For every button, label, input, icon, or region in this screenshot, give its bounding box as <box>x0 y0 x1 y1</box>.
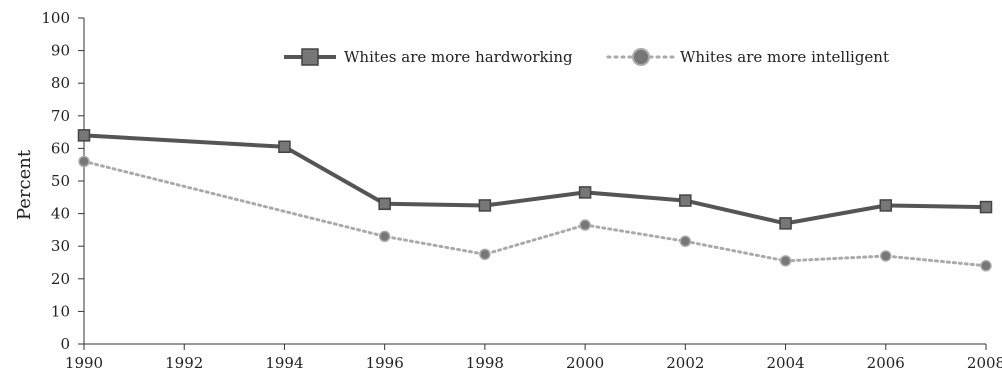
data-point <box>278 140 291 154</box>
legend-entry: Whites are more hardworking <box>284 48 573 66</box>
series-line <box>83 133 987 226</box>
y-tick-label: 70 <box>51 107 70 125</box>
x-tick-label: 1996 <box>366 354 404 372</box>
y-tick-label: 100 <box>41 9 70 27</box>
data-point <box>980 260 992 272</box>
x-tick-label: 1992 <box>165 354 203 372</box>
series-group <box>77 129 993 272</box>
data-point <box>77 129 91 142</box>
y-tick-label: 80 <box>51 74 70 92</box>
x-tick-label: 1994 <box>265 354 303 372</box>
data-point <box>979 200 993 214</box>
y-tick-label: 40 <box>51 205 70 223</box>
data-point <box>478 199 492 212</box>
data-point <box>679 235 692 248</box>
legend-marker <box>632 48 650 66</box>
data-point <box>578 186 592 199</box>
data-point <box>679 194 692 207</box>
y-tick-label: 50 <box>51 172 70 190</box>
y-axis-ticks: 0 10 20 30 40 50 60 70 80 90 100 <box>41 9 84 353</box>
y-tick-label: 0 <box>60 335 70 353</box>
x-tick-label: 2006 <box>867 354 905 372</box>
legend-marker <box>301 48 319 66</box>
x-tick-label: 2008 <box>967 354 1002 372</box>
data-point <box>378 197 391 211</box>
x-tick-label: 1990 <box>65 354 103 372</box>
y-tick-label: 90 <box>51 42 70 60</box>
legend-entry: Whites are more intelligent <box>606 48 889 66</box>
y-tick-label: 10 <box>51 302 70 320</box>
x-tick-label: 2000 <box>566 354 604 372</box>
legend-label: Whites are more intelligent <box>680 48 889 66</box>
x-tick-label: 2004 <box>766 354 804 372</box>
series-2 <box>78 155 992 272</box>
data-point <box>879 199 893 212</box>
data-point <box>378 230 391 243</box>
data-point <box>479 248 491 261</box>
axes <box>83 18 986 345</box>
legend: Whites are more hardworking Whites are mo… <box>284 48 889 66</box>
data-point <box>880 250 892 262</box>
y-tick-label: 60 <box>51 139 70 157</box>
x-tick-label: 2002 <box>666 354 704 372</box>
data-point <box>779 217 792 230</box>
x-tick-label: 1998 <box>466 354 504 372</box>
data-point <box>78 155 90 168</box>
series-line <box>82 159 988 268</box>
y-axis-label: Percent <box>14 149 35 220</box>
y-tick-label: 30 <box>51 237 70 255</box>
legend-label: Whites are more hardworking <box>344 48 573 66</box>
data-point <box>779 255 792 267</box>
data-point <box>579 219 591 231</box>
y-tick-label: 20 <box>51 270 70 288</box>
series-1 <box>77 129 993 230</box>
x-axis-ticks: 1990 1992 1994 1996 1998 2000 2002 2004 2006 2008 <box>65 344 1002 372</box>
